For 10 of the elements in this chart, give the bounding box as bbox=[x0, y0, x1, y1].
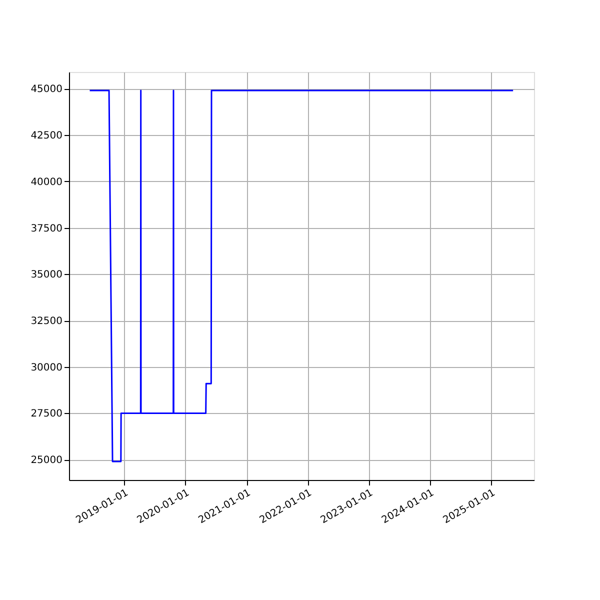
y-tick-label: 40000 bbox=[30, 176, 62, 188]
y-tick-label: 42500 bbox=[30, 130, 62, 142]
line-series bbox=[89, 90, 514, 462]
y-tick-label: 37500 bbox=[30, 223, 62, 234]
y-tick-label: 25000 bbox=[30, 455, 62, 466]
y-tick-label: 32500 bbox=[30, 316, 62, 328]
y-tick-label: 27500 bbox=[30, 408, 62, 420]
y-tick-label: 35000 bbox=[30, 270, 62, 281]
y-tick-label: 30000 bbox=[30, 362, 62, 374]
y-tick-label: 45000 bbox=[30, 84, 62, 96]
